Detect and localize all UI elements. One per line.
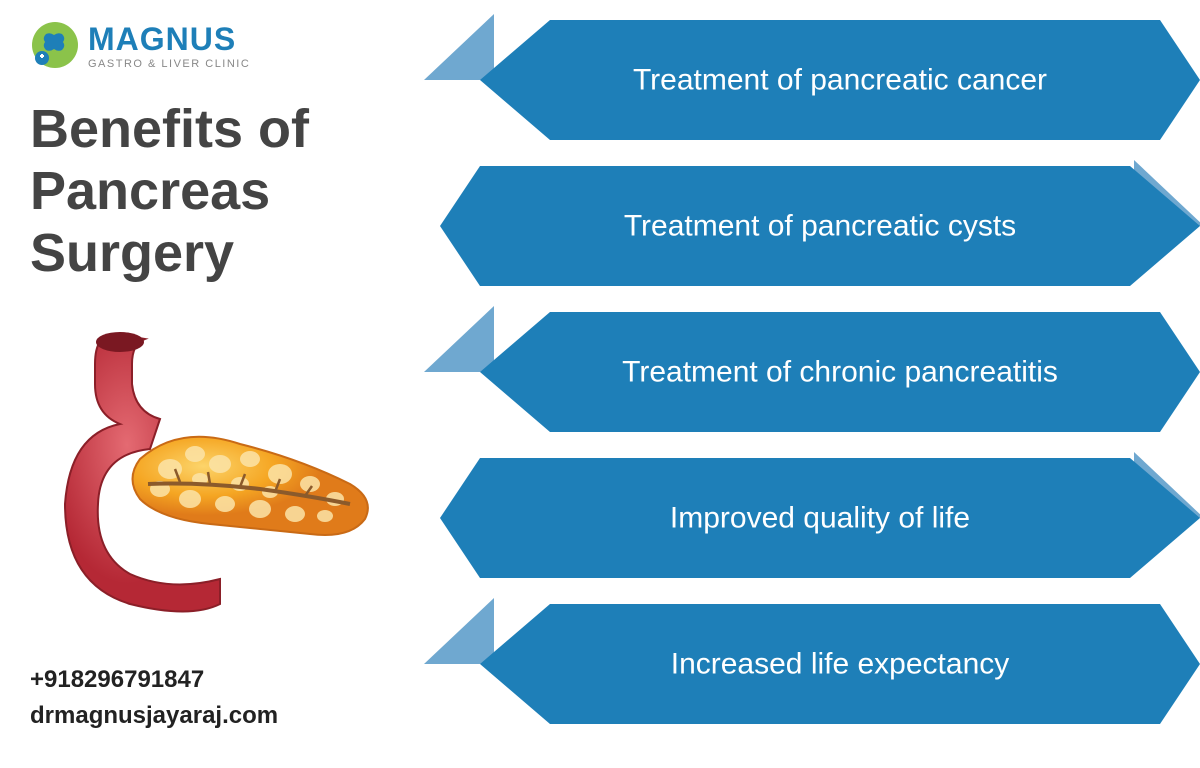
logo-sub-text: GASTRO & LIVER CLINIC [88,58,250,70]
benefit-arrow-0: Treatment of pancreatic cancer [440,20,1200,154]
logo-main-text: MAGNUS [88,21,250,58]
benefit-text-1: Treatment of pancreatic cysts [440,207,1200,246]
contact-info: +918296791847 drmagnusjayaraj.com [30,666,278,738]
benefit-arrow-4: Increased life expectancy [440,604,1200,738]
phone-number: +918296791847 [30,666,278,694]
benefits-arrows: Treatment of pancreatic cancer Treatment… [440,20,1200,750]
website: drmagnusjayaraj.com [30,702,278,730]
logo: MAGNUS GASTRO & LIVER CLINIC [30,20,430,70]
benefit-text-2: Treatment of chronic pancreatitis [480,353,1200,392]
benefit-arrow-2: Treatment of chronic pancreatitis [440,312,1200,446]
benefit-text-3: Improved quality of life [440,499,1200,538]
benefit-arrow-3: Improved quality of life [440,458,1200,592]
page-title: Benefits of Pancreas Surgery [30,98,430,284]
benefit-text-4: Increased life expectancy [480,645,1200,684]
logo-icon [30,20,80,70]
pancreas-illustration [40,324,380,634]
benefit-text-0: Treatment of pancreatic cancer [480,61,1200,100]
benefit-arrow-1: Treatment of pancreatic cysts [440,166,1200,300]
